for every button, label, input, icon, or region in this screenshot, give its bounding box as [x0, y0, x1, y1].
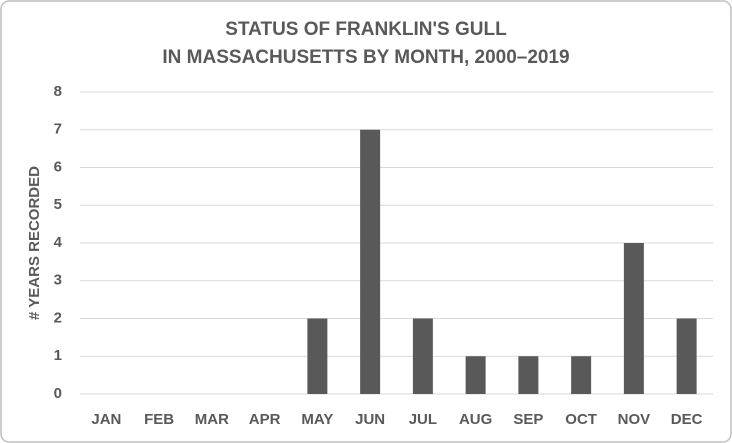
x-tick-label: DEC	[671, 411, 703, 428]
x-tick-label: JAN	[91, 411, 121, 428]
x-tick-label: NOV	[618, 411, 651, 428]
y-tick-label: 8	[54, 83, 62, 100]
y-tick-label: 4	[54, 234, 63, 251]
x-tick-label: JUL	[409, 411, 437, 428]
bar	[518, 356, 539, 394]
bar	[307, 318, 328, 394]
y-axis-label: # YEARS RECORDED	[26, 166, 43, 320]
y-tick-label: 6	[54, 158, 62, 175]
x-tick-label: AUG	[459, 411, 492, 428]
x-tick-label: OCT	[565, 411, 597, 428]
bar	[571, 356, 592, 394]
y-tick-label: 5	[54, 196, 62, 213]
y-tick-label: 3	[54, 272, 62, 289]
bar	[465, 356, 486, 394]
bar	[412, 318, 433, 394]
x-tick-label: JUN	[355, 411, 385, 428]
chart-title: IN MASSACHUSETTS BY MONTH, 2000–2019	[162, 47, 569, 68]
x-tick-label: SEP	[513, 411, 543, 428]
x-tick-label: MAR	[195, 411, 229, 428]
y-tick-label: 1	[54, 347, 62, 364]
bar	[360, 129, 381, 394]
bar	[676, 318, 697, 394]
x-tick-label: MAY	[301, 411, 333, 428]
chart-title: STATUS OF FRANKLIN'S GULL	[225, 19, 507, 40]
x-tick-label: APR	[249, 411, 281, 428]
y-tick-label: 2	[54, 309, 62, 326]
x-tick-label: FEB	[144, 411, 174, 428]
y-tick-label: 7	[54, 121, 62, 138]
bar	[623, 243, 644, 394]
y-tick-label: 0	[54, 385, 62, 402]
